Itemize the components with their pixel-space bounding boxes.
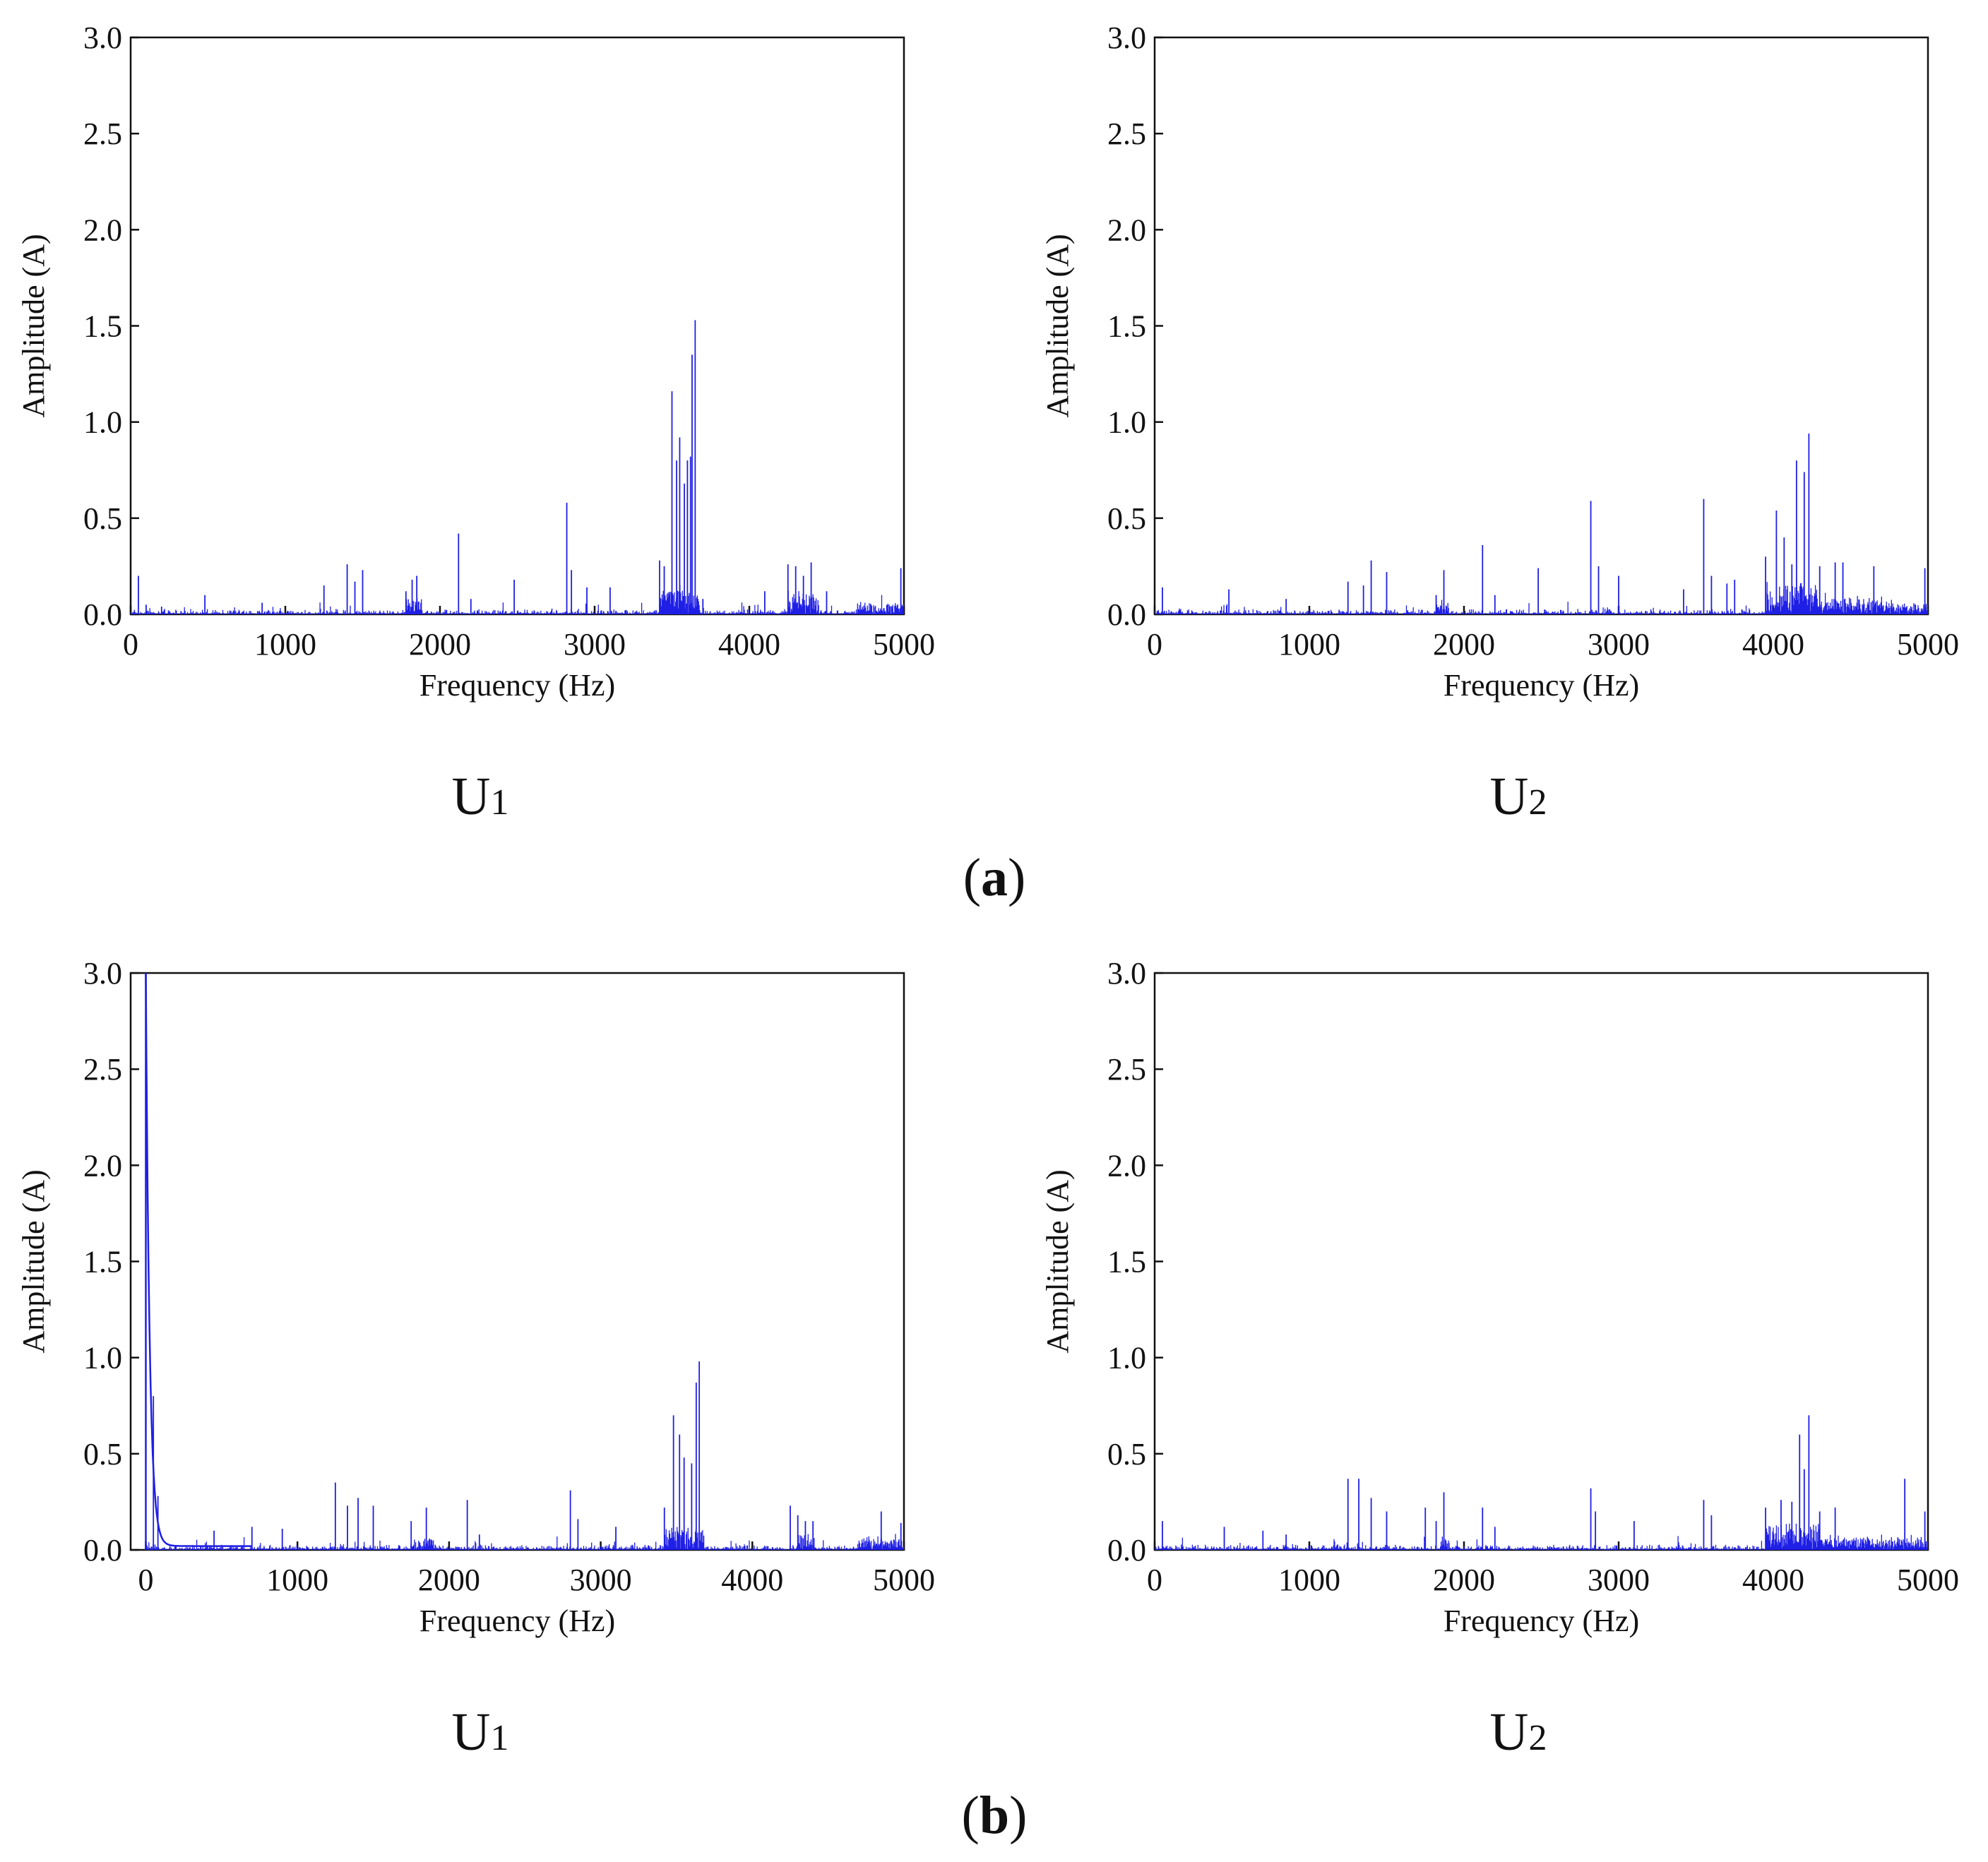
chart-b-u1-svg: 0.0 0.5 1.0 1.5 2.0 2.5 3.0 0 1000 2000 3000 4000 50… (16, 956, 935, 1638)
y-tick-label: 2.0 (83, 213, 122, 247)
x-tick-label: 4000 (721, 1563, 783, 1597)
x-tick-label: 3000 (564, 627, 626, 662)
y-tick-label: 1.0 (83, 1341, 122, 1375)
y-tick-label: 0.0 (1107, 1533, 1146, 1568)
chart-panel-a-u1: 0.0 0.5 1.0 1.5 2.0 2.5 3.0 0 1000 2000 3000 4000 50… (0, 14, 960, 727)
x-tick-label: 2000 (1433, 627, 1495, 662)
chart-panel-b-u1: 0.0 0.5 1.0 1.5 2.0 2.5 3.0 0 1000 2000 3000 4000 50… (0, 950, 960, 1663)
panel-label-letter: U (451, 1702, 491, 1762)
chart-a-u2-svg: 0.0 0.5 1.0 1.5 2.0 2.5 3.0 0 1000 2000 3000 4000 50… (1040, 20, 1959, 703)
panel-label-subscript: 2 (1528, 1718, 1547, 1758)
y-axis-title: Amplitude (A) (16, 1169, 51, 1353)
y-tick-label: 1.0 (83, 405, 122, 440)
plot-frame (1153, 972, 1929, 1551)
x-tick-label: 2000 (409, 627, 471, 662)
y-tick-label: 1.5 (83, 309, 122, 344)
panel-label-letter: U (1489, 1702, 1529, 1762)
y-tick-label: 0.0 (83, 1533, 122, 1568)
x-tick-label: 0 (138, 1563, 153, 1597)
plot-frame (129, 972, 905, 1551)
y-tick-label: 1.0 (1107, 405, 1146, 440)
x-tick-label: 1000 (1278, 1563, 1340, 1597)
y-tick-label: 2.0 (83, 1148, 122, 1183)
panel-label-subscript: 2 (1528, 782, 1547, 823)
x-tick-label: 3000 (1588, 627, 1650, 662)
x-tick-label: 1000 (254, 627, 316, 662)
plot-frame (1153, 36, 1929, 616)
y-tick-label: 0.5 (83, 1437, 122, 1472)
group-label-b: (b) (961, 1786, 1028, 1845)
y-tick-label: 2.5 (83, 117, 122, 151)
x-axis-title: Frequency (Hz) (419, 1604, 615, 1638)
x-tick-label: 1000 (1278, 627, 1340, 662)
y-axis-title: Amplitude (A) (1040, 1169, 1075, 1353)
y-tick-label: 0.5 (1107, 1437, 1146, 1472)
y-tick-label: 0.0 (83, 597, 122, 632)
panel-label-a-u1: U1 (374, 766, 586, 828)
y-tick-label: 1.5 (1107, 1245, 1146, 1279)
chart-a-u1-svg: 0.0 0.5 1.0 1.5 2.0 2.5 3.0 0 1000 2000 3000 4000 50… (16, 20, 935, 703)
y-tick-label: 0.5 (83, 501, 122, 536)
x-tick-label: 1000 (266, 1563, 328, 1597)
y-tick-label: 0.0 (1107, 597, 1146, 632)
x-tick-label: 3000 (1588, 1563, 1650, 1597)
x-tick-label: 5000 (1897, 1563, 1959, 1597)
x-tick-label: 4000 (1742, 627, 1804, 662)
y-axis-title: Amplitude (A) (1040, 234, 1075, 417)
noise-floor-series (1155, 582, 1928, 614)
panel-label-a-u2: U2 (1412, 766, 1624, 828)
spectrum-group (1155, 1415, 1928, 1550)
noise-floor-series (131, 585, 904, 614)
y-tick-label: 3.0 (1107, 20, 1146, 55)
y-axis-title: Amplitude (A) (16, 234, 51, 417)
y-tick-label: 3.0 (83, 20, 122, 55)
y-tick-label: 1.5 (1107, 309, 1146, 344)
y-tick-label: 0.5 (1107, 501, 1146, 536)
x-tick-label: 4000 (1742, 1563, 1804, 1597)
chart-b-u2-svg: 0.0 0.5 1.0 1.5 2.0 2.5 3.0 0 1000 2000 3000 4000 50… (1040, 956, 1959, 1638)
dc-decay-curve (145, 973, 252, 1547)
x-tick-label: 5000 (873, 627, 935, 662)
group-letter: a (981, 848, 1008, 907)
panel-label-b-u1: U1 (374, 1702, 586, 1763)
panel-label-letter: U (1489, 767, 1529, 826)
x-axis-title: Frequency (Hz) (1444, 1604, 1639, 1638)
panel-label-subscript: 1 (490, 1718, 509, 1758)
panel-label-subscript: 1 (490, 782, 509, 823)
x-tick-label: 0 (1147, 627, 1162, 662)
y-tick-label: 2.0 (1107, 213, 1146, 247)
x-tick-label: 2000 (1433, 1563, 1495, 1597)
panel-label-letter: U (451, 767, 491, 826)
x-tick-label: 3000 (570, 1563, 632, 1597)
group-letter: b (979, 1786, 1010, 1845)
x-tick-label: 5000 (1897, 627, 1959, 662)
y-tick-label: 3.0 (83, 956, 122, 991)
x-tick-label: 0 (123, 627, 138, 662)
noise-floor-series (1155, 1523, 1928, 1550)
plot-frame (129, 36, 905, 616)
x-axis-title: Frequency (Hz) (419, 668, 615, 703)
y-tick-label: 1.5 (83, 1245, 122, 1279)
y-tick-label: 2.5 (1107, 117, 1146, 151)
x-tick-label: 2000 (418, 1563, 480, 1597)
group-label-a: (a) (963, 848, 1026, 907)
y-tick-label: 2.5 (83, 1052, 122, 1087)
spectrum-group (131, 320, 904, 614)
y-tick-label: 2.5 (1107, 1052, 1146, 1087)
x-tick-label: 5000 (873, 1563, 935, 1597)
spectrum-group (145, 973, 904, 1550)
spectrum-group (1155, 434, 1928, 614)
x-tick-label: 4000 (718, 627, 780, 662)
y-tick-label: 1.0 (1107, 1341, 1146, 1375)
chart-panel-b-u2: 0.0 0.5 1.0 1.5 2.0 2.5 3.0 0 1000 2000 3000 4000 50… (1024, 950, 1984, 1663)
chart-panel-a-u2: 0.0 0.5 1.0 1.5 2.0 2.5 3.0 0 1000 2000 3000 4000 50… (1024, 14, 1984, 727)
x-tick-label: 0 (1147, 1563, 1162, 1597)
panel-label-b-u2: U2 (1412, 1702, 1624, 1763)
y-tick-label: 2.0 (1107, 1148, 1146, 1183)
x-axis-title: Frequency (Hz) (1444, 668, 1639, 703)
y-tick-label: 3.0 (1107, 956, 1146, 991)
